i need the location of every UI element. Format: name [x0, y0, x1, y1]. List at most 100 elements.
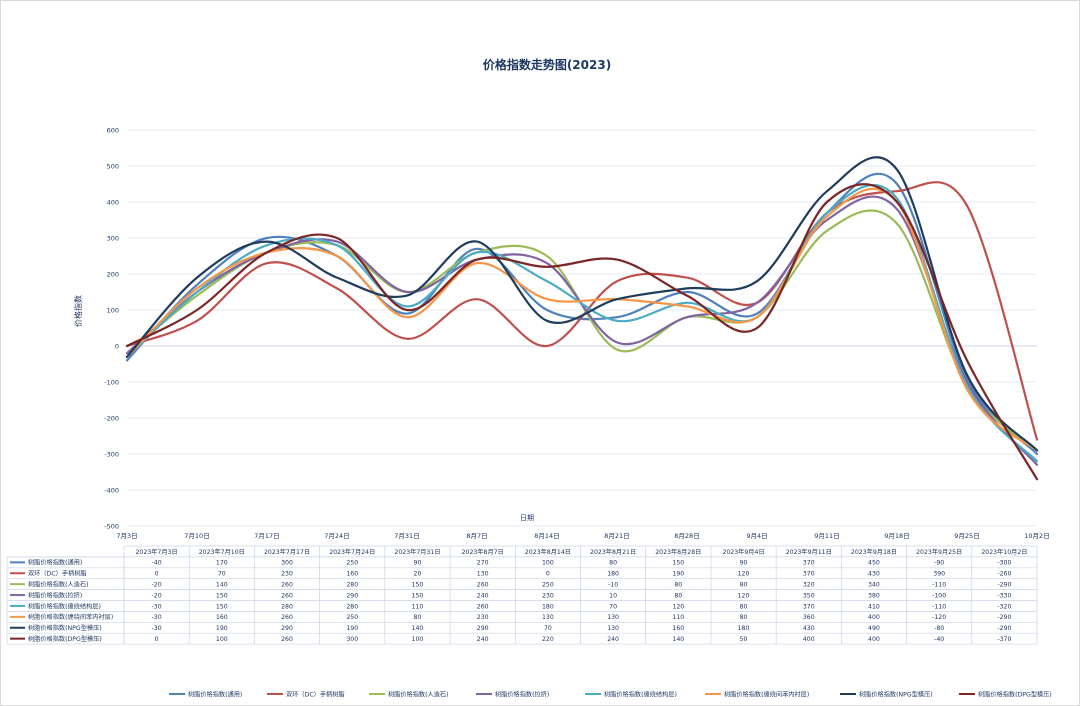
table-cell: 160	[216, 614, 228, 621]
table-cell: 280	[346, 603, 358, 610]
table-cell: 190	[672, 571, 684, 578]
table-cell: 140	[672, 636, 684, 643]
table-cell: 400	[868, 636, 880, 643]
legend-item: 树脂价格指数(通用)	[188, 691, 242, 699]
legend-item: 树脂价格指数(拉挤)	[495, 691, 549, 699]
table-cell: 340	[868, 582, 880, 589]
table-cell: 50	[740, 636, 748, 643]
table-cell: 390	[933, 571, 945, 578]
table-cell: 130	[607, 614, 619, 621]
table-row-header: 树脂价格指数(缠绕间苯内衬层)	[28, 613, 113, 621]
table-cell: -320	[997, 603, 1011, 610]
table-cell: 130	[607, 625, 619, 632]
x-tick-label: 7月10日	[184, 532, 209, 540]
legend-item: 树脂价格指数(DPG型模压)	[978, 691, 1052, 699]
legend-item: 双环（DC）手柄树脂	[286, 691, 345, 699]
table-cell: 230	[542, 592, 554, 599]
table-cell: -290	[997, 582, 1011, 589]
table-cell: 80	[740, 582, 748, 589]
table-cell: 140	[412, 625, 424, 632]
table-column-header: 2023年7月10日	[199, 548, 245, 556]
x-tick-label: 8月28日	[674, 532, 699, 540]
table-cell: 150	[672, 560, 684, 567]
table-row-header: 树脂价格指数(人造石)	[28, 581, 89, 589]
chart-title: 价格指数走势图(2023)	[483, 57, 611, 72]
table-row-header: 树脂价格指数(DPG型模压)	[28, 635, 102, 643]
table-cell: -90	[934, 560, 944, 567]
table-cell: 260	[281, 582, 293, 589]
y-tick-label: -300	[104, 451, 119, 459]
table-column-header: 2023年9月18日	[851, 548, 897, 556]
table-column-header: 2023年10月2日	[981, 548, 1027, 556]
series-line-2	[125, 181, 1039, 441]
table-cell: 250	[346, 614, 358, 621]
y-tick-label: 600	[107, 127, 119, 135]
table-cell: 240	[477, 636, 489, 643]
table-cell: -30	[152, 625, 162, 632]
table-cell: 190	[216, 625, 228, 632]
table-column-header: 2023年9月11日	[786, 548, 832, 556]
table-cell: 240	[477, 592, 489, 599]
table-cell: 250	[346, 560, 358, 567]
table-cell: -30	[152, 603, 162, 610]
table-cell: 70	[609, 603, 617, 610]
table-cell: 80	[740, 603, 748, 610]
grid-lines	[127, 129, 1037, 527]
table-row-header: 树脂价格指数(通用)	[28, 559, 82, 567]
table-cell: 250	[542, 582, 554, 589]
series-line-8	[125, 183, 1039, 481]
table-cell: 0	[155, 571, 159, 578]
table-cell: 150	[216, 603, 228, 610]
legend-item: 树脂价格指数(人造石)	[388, 691, 449, 699]
y-tick-label: 300	[107, 235, 119, 243]
table-cell: 190	[346, 625, 358, 632]
table-cell: 90	[740, 560, 748, 567]
table-cell: 430	[868, 571, 880, 578]
table-cell: 270	[477, 560, 489, 567]
table-column-header: 2023年7月31日	[394, 548, 440, 556]
x-tick-label: 8月7日	[466, 532, 487, 540]
series-lines	[125, 156, 1039, 481]
table-cell: 430	[803, 625, 815, 632]
table-column-header: 2023年8月7日	[462, 548, 504, 556]
table-row-header: 双环（DC）手柄树脂	[28, 570, 87, 578]
table-cell: 400	[803, 636, 815, 643]
table-cell: 20	[414, 571, 422, 578]
table-cell: 300	[346, 636, 358, 643]
table-cell: -20	[152, 592, 162, 599]
y-tick-label: -100	[104, 379, 119, 387]
y-tick-label: 200	[107, 271, 119, 279]
x-tick-label: 9月18日	[884, 532, 909, 540]
table-cell: 260	[281, 636, 293, 643]
x-axis-title: 日期	[520, 514, 534, 522]
table-cell: 350	[803, 592, 815, 599]
table-cell: 370	[803, 603, 815, 610]
table-cell: 230	[281, 571, 293, 578]
table-cell: 320	[803, 582, 815, 589]
table-cell: 180	[542, 603, 554, 610]
x-tick-label: 8月14日	[534, 532, 559, 540]
table-cell: -120	[932, 614, 946, 621]
table-cell: 80	[414, 614, 422, 621]
x-tick-label: 7月24日	[324, 532, 349, 540]
table-column-header: 2023年7月24日	[329, 548, 375, 556]
table-cell: 0	[155, 636, 159, 643]
table-cell: -40	[934, 636, 944, 643]
table-cell: 130	[477, 571, 489, 578]
table-cell: 290	[281, 625, 293, 632]
table-cell: 110	[412, 603, 424, 610]
table-cell: 370	[803, 571, 815, 578]
y-tick-label: 500	[107, 163, 119, 171]
table-cell: -300	[997, 560, 1011, 567]
table-cell: 120	[738, 571, 750, 578]
y-tick-label: 400	[107, 199, 119, 207]
table-cell: -80	[934, 625, 944, 632]
table-column-header: 2023年9月25日	[916, 548, 962, 556]
y-tick-label: 0	[115, 343, 119, 351]
data-table: 2023年7月3日 2023年7月10日 2023年7月17日 2023年7月24日 2…	[6, 545, 1038, 645]
table-cell: -20	[152, 582, 162, 589]
table-cell: -110	[932, 603, 946, 610]
table-cell: 90	[414, 560, 422, 567]
x-tick-label: 7月3日	[116, 532, 137, 540]
